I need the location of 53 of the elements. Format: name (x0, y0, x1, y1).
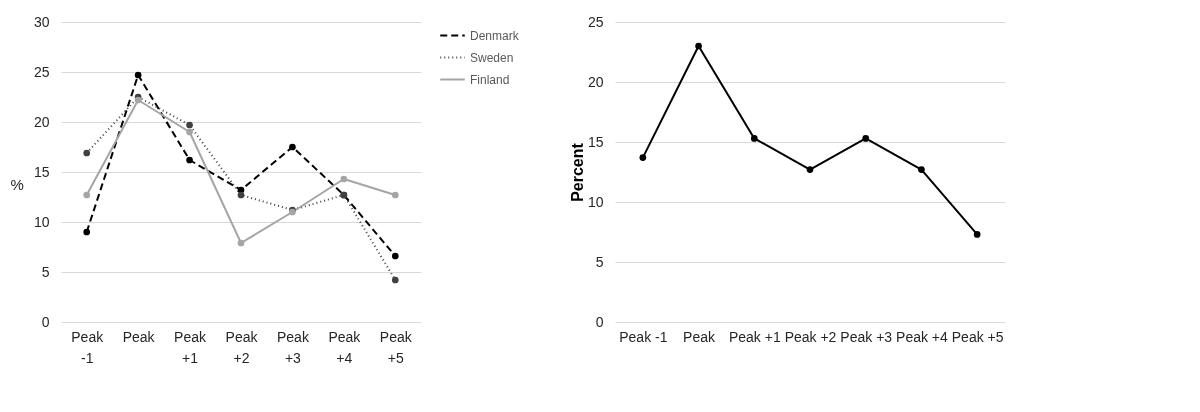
point (862, 135, 870, 142)
y-tick-label: 25 (587, 13, 604, 30)
point (750, 135, 758, 142)
x-tick-label: Peak (683, 328, 717, 345)
point (186, 156, 193, 164)
point (186, 121, 193, 129)
point (806, 166, 814, 173)
legend-label: Sweden (470, 50, 514, 65)
y-axis-title: % (10, 175, 24, 193)
x-tick-label: Peak -1 (71, 328, 105, 366)
x-tick-label: Peak +3 (276, 328, 310, 366)
point (695, 42, 702, 50)
y-tick-label: 0 (595, 313, 604, 330)
point (391, 276, 399, 284)
y-tick-label: 5 (595, 253, 604, 270)
x-tick-label: Peak +2 (225, 328, 259, 366)
point (289, 143, 296, 151)
x-tick-label: Peak +3 (840, 328, 893, 345)
y-tick-label: 15 (587, 133, 604, 150)
y-tick-label: 20 (587, 73, 604, 90)
x-tick-label: Peak +5 (379, 328, 413, 366)
x-tick-label: Peak (122, 328, 156, 345)
x-tick-label: Peak +1 (174, 328, 208, 366)
point (186, 128, 193, 136)
point (83, 191, 91, 199)
x-tick-label: Peak +4 (328, 328, 362, 366)
point (134, 71, 142, 79)
y-tick-label: 15 (33, 163, 50, 180)
y-tick-label: 30 (33, 13, 50, 30)
y-tick-label: 25 (33, 63, 50, 80)
point (340, 175, 348, 183)
point (391, 252, 399, 260)
y-tick-label: 5 (41, 263, 50, 280)
y-tick-label: 0 (41, 313, 50, 330)
point (237, 191, 245, 199)
point (973, 231, 981, 238)
point (83, 149, 91, 157)
x-tick-label: Peak +4 (896, 328, 949, 345)
point (918, 166, 925, 173)
y-tick-label: 10 (587, 193, 604, 210)
point (391, 191, 399, 199)
y-axis-title: Percent (568, 142, 586, 202)
x-tick-label: Peak +1 (728, 328, 781, 345)
point (237, 239, 245, 247)
y-tick-label: 10 (33, 213, 50, 230)
legend-label: Finland (470, 72, 510, 87)
point (639, 154, 647, 161)
point (83, 228, 91, 236)
x-tick-label: Peak +5 (951, 328, 1004, 345)
x-tick-label: Peak -1 (619, 328, 668, 345)
x-tick-label: Peak +2 (784, 328, 837, 345)
legend-label: Denmark (470, 28, 520, 43)
y-tick-label: 20 (33, 113, 50, 130)
